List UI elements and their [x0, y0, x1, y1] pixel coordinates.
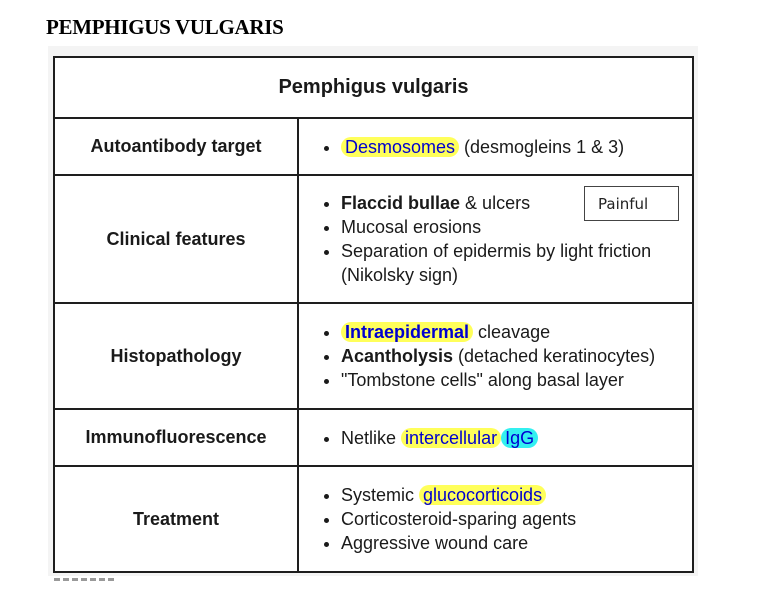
row-label: Histopathology [53, 302, 299, 410]
list-item: Systemic glucocorticoids [341, 483, 678, 507]
footer-mark [54, 578, 114, 581]
list-item: "Tombstone cells" along basal layer [341, 368, 678, 392]
table-row: Histopathology Intraepidermal cleavage A… [53, 302, 694, 410]
list-item: Desmosomes (desmogleins 1 & 3) [341, 135, 678, 159]
list-item: Separation of epidermis by light frictio… [341, 239, 678, 287]
row-content: Desmosomes (desmogleins 1 & 3) [297, 117, 694, 176]
item-text: cleavage [473, 322, 551, 342]
row-label: Immunofluorescence [53, 408, 299, 467]
table-row: Immunofluorescence Netlike intercellular… [53, 408, 694, 467]
row-label: Clinical features [53, 174, 299, 304]
bullet-list: Intraepidermal cleavage Acantholysis (de… [315, 320, 678, 392]
list-item: Intraepidermal cleavage [341, 320, 678, 344]
bullet-list: Desmosomes (desmogleins 1 & 3) [315, 135, 678, 159]
table-title: Pemphigus vulgaris [53, 56, 694, 119]
list-item: Acantholysis (detached keratinocytes) [341, 344, 678, 368]
bold-term: Acantholysis [341, 346, 454, 366]
list-item: Mucosal erosions [341, 215, 678, 239]
table-row: Autoantibody target Desmosomes (desmogle… [53, 117, 694, 176]
row-label: Treatment [53, 465, 299, 573]
pemphigus-table: Pemphigus vulgaris Autoantibody target D… [53, 56, 694, 573]
item-text: Mucosal erosions [341, 217, 482, 237]
table-header-row: Pemphigus vulgaris [53, 56, 694, 119]
list-item: Corticosteroid-sparing agents [341, 507, 678, 531]
highlighted-term: Desmosomes [341, 136, 460, 157]
highlighted-term: glucocorticoids [419, 485, 547, 505]
list-item: Aggressive wound care [341, 531, 678, 555]
item-text: Systemic [341, 485, 420, 505]
item-text: & ulcers [460, 193, 531, 213]
item-text: "Tombstone cells" along basal layer [341, 370, 624, 390]
highlighted-term: intercellular [401, 427, 502, 448]
bullet-list: Systemic glucocorticoids Corticosteroid-… [315, 483, 678, 555]
item-text: Corticosteroid-sparing agents [341, 509, 577, 529]
row-content: Systemic glucocorticoids Corticosteroid-… [297, 465, 694, 573]
highlighted-term: Intraepidermal [341, 322, 474, 342]
item-text: Separation of epidermis by light frictio… [341, 241, 652, 285]
bold-term: Flaccid bullae [341, 193, 461, 213]
row-content: Intraepidermal cleavage Acantholysis (de… [297, 302, 694, 410]
item-text: (desmogleins 1 & 3) [459, 136, 625, 157]
item-text: (detached keratinocytes) [453, 346, 656, 366]
highlighted-term-cyan: IgG [501, 427, 539, 448]
bullet-list: Flaccid bullae & ulcers Mucosal erosions… [315, 191, 678, 287]
item-text: Aggressive wound care [341, 533, 529, 553]
row-label: Autoantibody target [53, 117, 299, 176]
page-heading: PEMPHIGUS VULGARIS [46, 15, 284, 39]
item-text: Netlike [341, 427, 402, 448]
painful-callout: Painful [584, 186, 679, 221]
table-row: Treatment Systemic glucocorticoids Corti… [53, 465, 694, 573]
list-item: Flaccid bullae & ulcers [341, 191, 678, 215]
